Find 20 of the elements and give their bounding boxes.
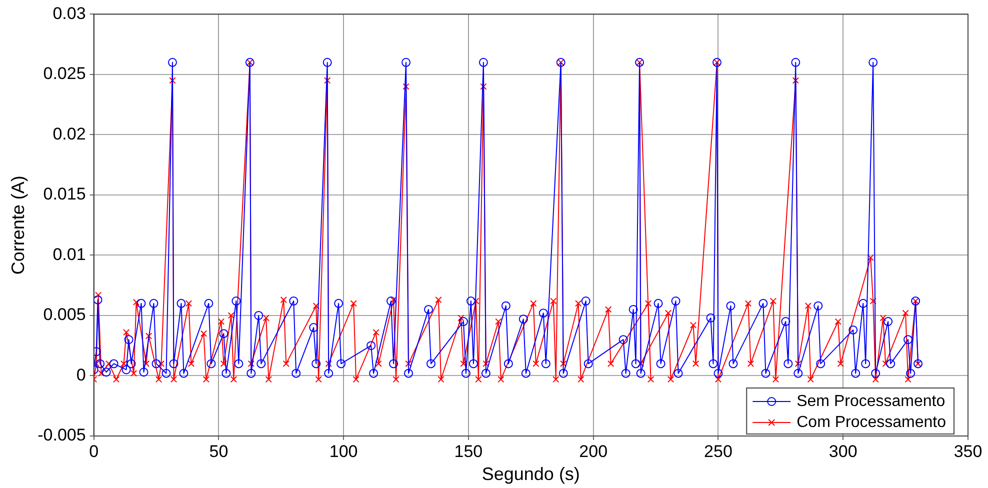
x-tick-label: 0: [89, 442, 99, 461]
x-tick-label: 350: [954, 442, 982, 461]
y-tick-label: 0.015: [43, 184, 86, 204]
x-tick-label: 50: [209, 442, 228, 461]
x-tick-label: 200: [579, 442, 608, 461]
x-tick-label: 150: [454, 442, 483, 461]
x-tick-label: 250: [704, 442, 732, 461]
legend-label: Com Processamento: [796, 414, 946, 431]
y-tick-label: 0.03: [52, 4, 86, 23]
x-tick-label: 100: [329, 442, 358, 461]
y-tick-label: 0.005: [43, 305, 86, 324]
x-axis-title: Segundo (s): [482, 464, 580, 484]
y-tick-label: 0: [76, 365, 86, 384]
y-axis-title: Corrente (A): [8, 176, 28, 275]
y-tick-label: 0.01: [52, 244, 86, 264]
x-tick-label: 300: [828, 442, 858, 461]
y-tick-label: 0.02: [52, 124, 86, 144]
y-tick-label: -0.005: [38, 426, 86, 445]
legend-label: Sem Processamento: [796, 392, 946, 410]
y-tick-label: 0.025: [43, 64, 86, 84]
